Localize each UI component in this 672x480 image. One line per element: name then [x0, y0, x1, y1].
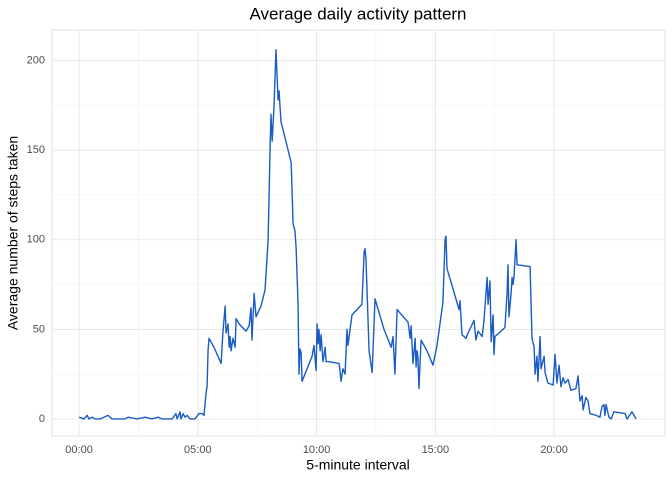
y-tick-label: 200	[27, 54, 45, 66]
x-axis-label: 5-minute interval	[306, 457, 410, 473]
chart-title: Average daily activity pattern	[249, 4, 466, 23]
data-line	[78, 49, 637, 420]
x-tick-label: 05:00	[184, 444, 212, 456]
plot-panel	[51, 29, 666, 437]
x-tick-label: 00:00	[65, 444, 93, 456]
y-tick-label: 50	[33, 323, 45, 335]
x-tick-label: 10:00	[303, 444, 331, 456]
y-axis-label: Average number of steps taken	[5, 136, 21, 330]
x-tick-label: 20:00	[540, 444, 568, 456]
x-tick-label: 15:00	[422, 444, 450, 456]
y-tick-label: 0	[39, 413, 45, 425]
y-tick-label: 100	[27, 234, 45, 246]
y-tick-label: 150	[27, 144, 45, 156]
